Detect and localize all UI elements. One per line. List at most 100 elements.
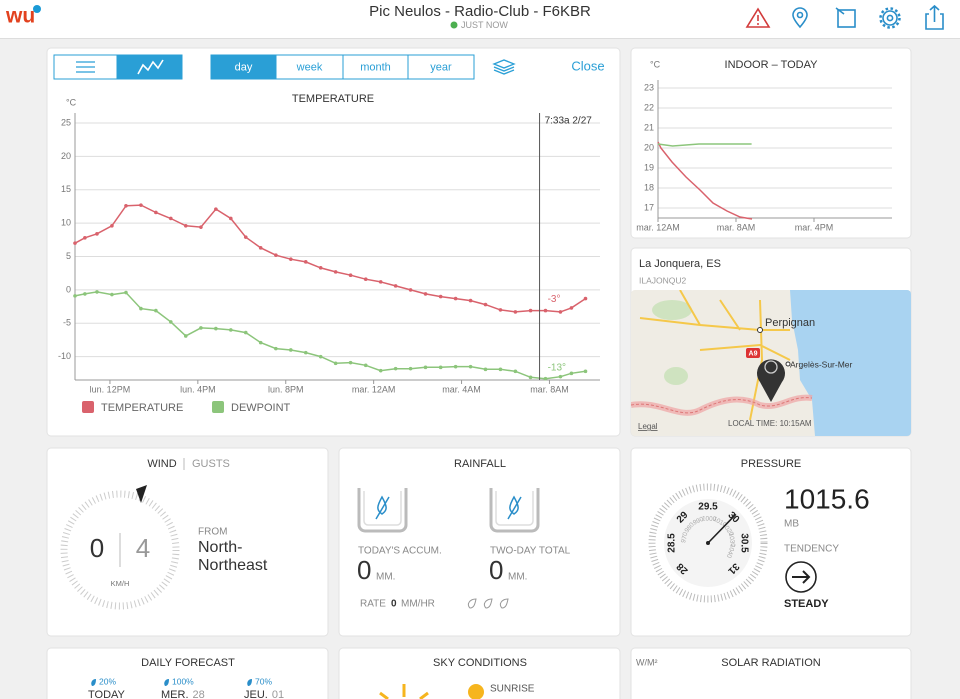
series-point: [95, 232, 99, 236]
gauge-inhg-label: 29.5: [698, 502, 718, 513]
y-tick-label: 10: [61, 218, 71, 228]
map[interactable]: Perpignan Argelès-Sur-Mer A9 Legal LOCAL…: [631, 290, 911, 436]
settings-icon[interactable]: [879, 7, 901, 29]
series-point: [543, 376, 548, 381]
range-tab-label[interactable]: week: [296, 61, 323, 73]
gauge-ring: [648, 483, 768, 603]
series-point: [73, 294, 77, 298]
cursor-label: 7:33a 2/27: [545, 116, 593, 127]
map-town: Argelès-Sur-Mer: [790, 359, 853, 369]
forecast-day: JEU.: [244, 689, 268, 699]
rain-chance-icon: [91, 679, 96, 686]
range-tab[interactable]: [342, 54, 409, 80]
y-tick-label: 22: [644, 102, 654, 112]
series-point: [438, 365, 443, 370]
series-point: [483, 302, 488, 307]
series-point: [453, 364, 458, 369]
y-tick-label: 15: [61, 184, 71, 194]
range-tab-label[interactable]: day: [235, 61, 253, 73]
series-point: [528, 308, 533, 313]
location-icon[interactable]: [792, 7, 808, 29]
pressure-title: PRESSURE: [741, 458, 802, 470]
forecast-card: [46, 647, 329, 699]
range-tab[interactable]: [210, 54, 277, 80]
series-point: [169, 216, 173, 221]
map-road-sign: [746, 348, 760, 358]
gauge-inhg-label: 30.5: [738, 533, 749, 553]
series-point: [183, 334, 188, 338]
pressure-value: 1015.6: [784, 483, 870, 514]
x-tick-label: mar. 12AM: [636, 222, 680, 232]
y-unit: °C: [66, 97, 77, 107]
gauge-mb-label: 990: [692, 516, 705, 527]
x-tick-label: lun. 12PM: [90, 384, 131, 394]
series-point: [453, 296, 458, 301]
gauge-mb-label: 1030: [727, 532, 736, 548]
y-tick-label: 5: [66, 251, 71, 261]
today-value: 0: [357, 555, 371, 585]
wind-direction: Northeast: [198, 557, 268, 574]
map-town-dot: [785, 361, 791, 367]
series-point: [199, 225, 203, 229]
wind-gust: 4: [136, 533, 150, 563]
gusts-title: GUSTS: [192, 458, 230, 470]
favorite-icon[interactable]: [835, 7, 856, 28]
range-tab-label[interactable]: year: [430, 61, 452, 73]
map-city-dot: [757, 327, 763, 333]
gauge-mb-label: 1000: [702, 515, 717, 523]
series-point: [408, 366, 413, 371]
chart-title: TEMPERATURE: [292, 93, 374, 105]
tendency-icon: [785, 561, 817, 593]
forecast-day: MER.: [161, 689, 189, 699]
header-bar: [0, 0, 960, 38]
rate-drops: [467, 598, 509, 609]
range-tab[interactable]: [407, 54, 475, 80]
series-point: [408, 288, 413, 292]
series-point: [393, 284, 398, 288]
series-point: [528, 375, 533, 380]
pressure-card: [630, 447, 912, 637]
series-point: [438, 294, 443, 299]
series-line: [74, 291, 586, 380]
series-point: [243, 330, 248, 335]
map-border-line: [631, 397, 813, 414]
series-point: [423, 365, 428, 370]
wind-speed: 0: [90, 533, 104, 563]
list-view-button[interactable]: [53, 54, 118, 80]
series-point: [303, 350, 308, 355]
series-point: [199, 326, 203, 330]
series-point: [348, 360, 353, 365]
series-point: [348, 273, 353, 278]
range-tab-label[interactable]: month: [360, 61, 391, 73]
series-point: [569, 371, 574, 376]
wind-direction-pointer: [136, 485, 147, 503]
sun-icon: [379, 684, 429, 699]
series-point: [274, 346, 278, 351]
map-legal[interactable]: Legal: [638, 422, 658, 431]
close-button[interactable]: Close: [571, 58, 604, 73]
rain-chance: 100%: [172, 676, 194, 686]
map-local-time: LOCAL TIME: 10:15AM: [728, 419, 812, 428]
map-pin[interactable]: [757, 359, 785, 402]
map-sea: [790, 290, 911, 436]
alert-icon[interactable]: [745, 7, 771, 28]
series-line: [657, 141, 753, 220]
map-road-label: A9: [749, 350, 758, 357]
series-point: [110, 292, 114, 297]
chart-view-button[interactable]: [116, 54, 183, 80]
map-pin-icon: [764, 360, 778, 374]
range-tab[interactable]: [275, 54, 344, 80]
map-location: La Jonquera, ES: [639, 258, 721, 270]
current-value-label: -13°: [548, 362, 566, 373]
logo[interactable]: wu: [5, 5, 35, 28]
x-tick-label: mar. 12AM: [352, 384, 396, 394]
series-point: [229, 328, 233, 332]
rain-chance-icon: [247, 679, 252, 686]
x-tick-label: mar. 8AM: [530, 384, 569, 394]
layers-button[interactable]: [492, 59, 516, 75]
rain-gauge-icon: [489, 488, 540, 533]
share-icon[interactable]: [925, 4, 944, 30]
gauge-mb-label: 970: [680, 531, 689, 544]
series-point: [169, 320, 173, 324]
